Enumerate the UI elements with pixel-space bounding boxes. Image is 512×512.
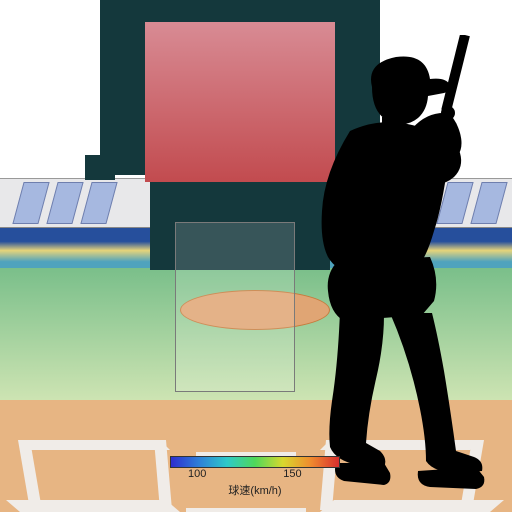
legend-gradient-bar bbox=[170, 456, 340, 468]
legend-tick: 100 bbox=[188, 468, 206, 480]
legend-tick: 150 bbox=[283, 468, 301, 480]
batter-silhouette bbox=[280, 35, 510, 510]
legend-ticks: 100 150 bbox=[170, 468, 340, 482]
pitch-heatmap-scene: 100 150 球速(km/h) bbox=[0, 0, 512, 512]
speed-legend: 100 150 球速(km/h) bbox=[170, 456, 340, 496]
legend-label: 球速(km/h) bbox=[170, 482, 340, 498]
strike-zone bbox=[175, 222, 295, 392]
